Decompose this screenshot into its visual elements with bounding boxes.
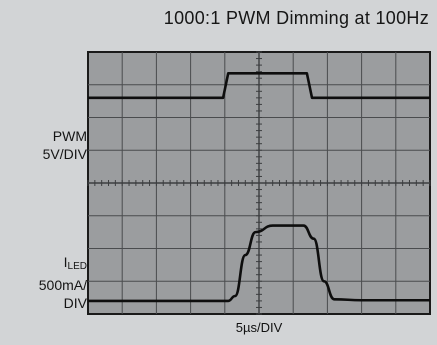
iled-channel-label: ILED 500mA/ DIV bbox=[39, 253, 87, 312]
iled-name-main: I bbox=[63, 254, 68, 270]
iled-name: ILED bbox=[39, 253, 87, 276]
scope-traces bbox=[88, 71, 430, 303]
pwm-channel-label: PWM 5V/DIV bbox=[43, 127, 87, 163]
pwm-trace bbox=[88, 71, 430, 100]
chart-title: 1000:1 PWM Dimming at 100Hz bbox=[163, 8, 429, 28]
iled-name-sub: LED bbox=[67, 261, 87, 272]
pwm-name: PWM bbox=[52, 128, 87, 144]
iled-scale-line1: 500mA/ bbox=[38, 277, 87, 293]
iled-trace bbox=[88, 224, 430, 303]
iled-scale-line2: DIV bbox=[63, 295, 87, 311]
pwm-scale: 5V/DIV bbox=[42, 146, 87, 162]
scope-grid bbox=[87, 51, 431, 315]
x-axis-scale-label: 5µs/DIV bbox=[235, 320, 283, 335]
